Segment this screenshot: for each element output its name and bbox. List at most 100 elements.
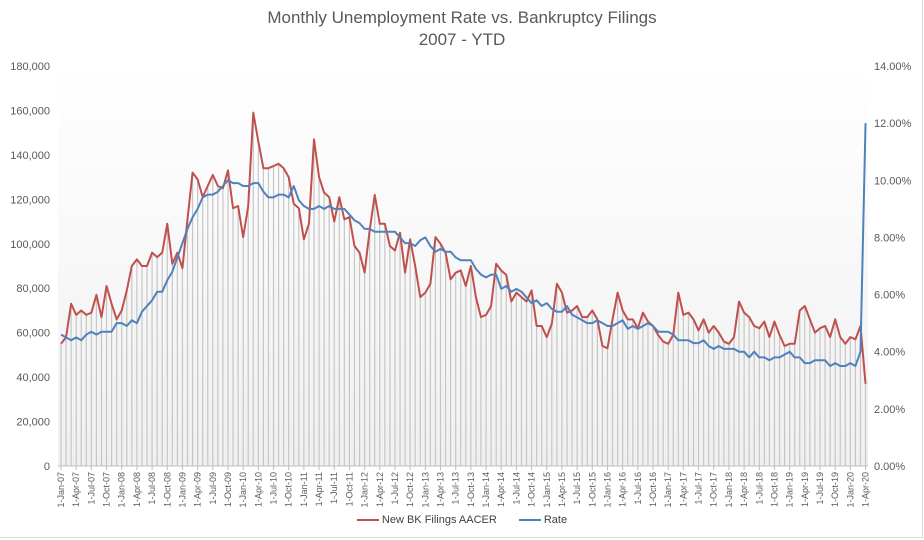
x-tick-label: 1-Jan-16 bbox=[602, 472, 612, 508]
bk-bar bbox=[75, 314, 77, 466]
x-tick-label: 1-Oct-08 bbox=[162, 472, 172, 507]
bk-bar bbox=[773, 321, 776, 466]
bk-bar bbox=[829, 337, 831, 466]
bk-bar bbox=[611, 319, 614, 466]
bk-bar bbox=[864, 383, 867, 466]
bk-bar bbox=[703, 319, 705, 466]
bk-bar bbox=[536, 326, 538, 466]
y-right-tick-label: 14.00% bbox=[874, 61, 912, 73]
bk-bar bbox=[455, 272, 457, 466]
bk-bar bbox=[126, 290, 128, 466]
bk-bar bbox=[450, 279, 452, 466]
bk-bar bbox=[733, 337, 735, 466]
bk-bar bbox=[505, 274, 507, 466]
bk-bar bbox=[525, 301, 528, 466]
x-tick-label: 1-Oct-19 bbox=[830, 472, 840, 507]
bk-bar bbox=[131, 266, 133, 466]
bk-bar bbox=[778, 334, 781, 466]
bk-bar bbox=[247, 206, 249, 466]
bk-bar bbox=[267, 168, 270, 466]
bk-bar bbox=[637, 328, 639, 466]
bk-bar bbox=[460, 270, 462, 466]
bk-bar bbox=[647, 321, 649, 466]
bk-bar bbox=[708, 332, 710, 466]
bk-bar bbox=[121, 310, 123, 466]
x-tick-label: 1-Jan-07 bbox=[56, 472, 66, 508]
x-tick-label: 1-Jul-16 bbox=[633, 472, 643, 505]
bk-bar bbox=[161, 252, 163, 466]
x-tick-label: 1-Apr-15 bbox=[557, 472, 567, 507]
bk-bar bbox=[859, 326, 862, 466]
x-tick-label: 1-Apr-19 bbox=[800, 472, 810, 507]
bk-bar bbox=[672, 334, 674, 466]
bk-bar bbox=[171, 263, 173, 466]
bk-bar bbox=[556, 283, 558, 466]
x-tick-label: 1-Jul-14 bbox=[511, 472, 521, 505]
bk-bar bbox=[713, 326, 715, 466]
bk-bar bbox=[313, 139, 315, 467]
bk-bar bbox=[738, 301, 740, 466]
bk-bar bbox=[642, 312, 644, 466]
bk-bar bbox=[111, 303, 113, 466]
bk-bar bbox=[789, 343, 791, 466]
x-tick-label: 1-Jan-12 bbox=[360, 472, 370, 508]
plot-area bbox=[58, 66, 868, 466]
bk-bar bbox=[495, 263, 497, 466]
x-tick-label: 1-Jan-17 bbox=[663, 472, 673, 508]
bk-bar bbox=[546, 337, 548, 466]
chart-title: Monthly Unemployment Rate vs. Bankruptcy… bbox=[267, 8, 657, 27]
y-left-tick-label: 100,000 bbox=[10, 239, 50, 251]
x-tick-label: 1-Oct-10 bbox=[284, 472, 294, 507]
bk-bar bbox=[303, 239, 305, 466]
bk-bar bbox=[510, 301, 512, 466]
y-right-tick-label: 6.00% bbox=[874, 290, 905, 302]
chart-subtitle: 2007 - YTD bbox=[418, 30, 506, 49]
legend-item-bk: New BK Filings AACER bbox=[356, 514, 497, 526]
bk-bar bbox=[692, 319, 695, 466]
y-right-tick-label: 8.00% bbox=[874, 232, 905, 244]
bk-bar bbox=[763, 321, 765, 466]
bk-bar bbox=[353, 246, 356, 466]
bk-bar bbox=[576, 306, 578, 466]
bk-bar bbox=[581, 317, 583, 466]
bk-bar bbox=[141, 266, 143, 466]
bk-bar bbox=[348, 217, 351, 466]
x-tick-label: 1-Apr-10 bbox=[253, 472, 263, 507]
x-tick-label: 1-Jul-17 bbox=[694, 472, 704, 505]
x-tick-label: 1-Jan-09 bbox=[177, 472, 187, 508]
bk-bar bbox=[530, 290, 533, 466]
legend-swatch-rate bbox=[518, 519, 541, 521]
bk-bar bbox=[60, 343, 62, 466]
bk-bar bbox=[814, 332, 816, 466]
bk-bar bbox=[743, 312, 745, 466]
bk-bar bbox=[70, 303, 72, 466]
bk-bar bbox=[202, 197, 204, 466]
bk-bar bbox=[328, 197, 330, 466]
bk-bar bbox=[232, 208, 234, 466]
bk-bar bbox=[399, 232, 401, 466]
x-tick-label: 1-Oct-14 bbox=[527, 472, 537, 507]
bk-bar bbox=[485, 314, 487, 466]
x-tick-label: 1-Apr-16 bbox=[618, 472, 628, 507]
x-tick-label: 1-Oct-13 bbox=[466, 472, 476, 507]
bk-bar bbox=[632, 319, 634, 466]
bk-bar bbox=[100, 317, 103, 466]
legend: New BK Filings AACER Rate bbox=[0, 514, 924, 526]
bk-bar bbox=[207, 186, 209, 466]
x-tick-label: 1-Jul-07 bbox=[86, 472, 96, 505]
bk-bar bbox=[414, 266, 416, 466]
x-tick-label: 1-Oct-15 bbox=[587, 472, 597, 507]
x-tick-label: 1-Apr-12 bbox=[375, 472, 385, 507]
bk-bar bbox=[834, 319, 836, 466]
y-left-tick-label: 140,000 bbox=[10, 150, 50, 162]
bk-bar bbox=[166, 223, 168, 466]
bk-bar bbox=[343, 219, 345, 466]
bk-bar bbox=[116, 319, 118, 466]
y-right-tick-label: 4.00% bbox=[874, 347, 905, 359]
x-tick-label: 1-Apr-20 bbox=[861, 472, 871, 507]
bk-bar bbox=[379, 223, 381, 466]
bk-bar bbox=[809, 319, 811, 466]
bk-bar bbox=[105, 286, 108, 466]
bk-bar bbox=[475, 297, 477, 466]
bk-bar bbox=[768, 337, 770, 466]
